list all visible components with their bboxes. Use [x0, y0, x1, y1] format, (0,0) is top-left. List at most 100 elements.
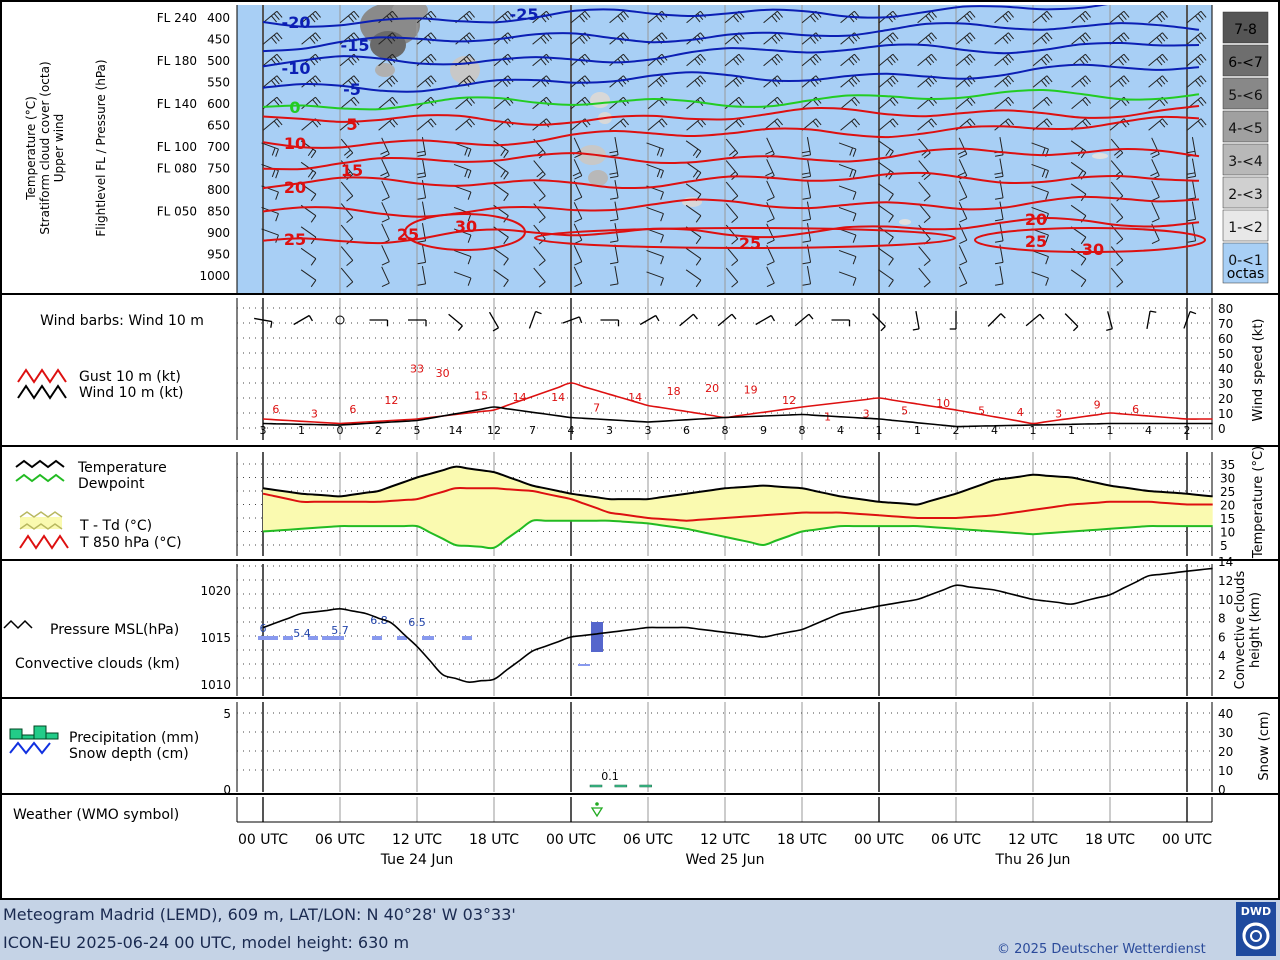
- upper-wind-barb: [1032, 53, 1053, 67]
- upper-wind-barb: [1148, 32, 1168, 45]
- day-label: Thu 26 Jun: [995, 852, 1071, 868]
- weather-panel: Weather (WMO symbol) 00 UTC 06 UTC 12 UTC 1…: [13, 797, 1213, 868]
- surface-wind-barb: [717, 313, 737, 327]
- upper-wind-barb: [493, 247, 509, 266]
- upper-wind-barb: [801, 53, 822, 67]
- surface-wind-barb: [448, 313, 463, 332]
- pressure-tick-label: 400: [207, 11, 230, 25]
- pressure-tick-label: 450: [207, 33, 230, 47]
- upper-wind-barb: [1071, 75, 1091, 88]
- shower-symbol-icon: [595, 802, 599, 806]
- isotherm-loop: [534, 227, 956, 249]
- upper-wind-barb: [300, 183, 317, 202]
- precip-grid: 0 5 0 10 20 30 40: [223, 702, 1233, 797]
- upper-wind-barb: [455, 118, 475, 131]
- time-tick-label: 00 UTC: [546, 832, 596, 848]
- gust-value-label: 3: [311, 408, 318, 421]
- surface-wind-barb: [369, 319, 389, 327]
- upper-wind-barb: [878, 53, 899, 67]
- precip-bar: [614, 784, 628, 788]
- convective-cloud-bar: [308, 636, 318, 640]
- upper-wind-barb: [340, 267, 354, 288]
- precipitation-panel: Precipitation (mm) Snow depth (cm) Snow …: [9, 702, 1272, 797]
- gust-value-label: 18: [667, 385, 681, 398]
- weather-label: Weather (WMO symbol): [13, 807, 179, 823]
- pressure-grid: 1010 1015 1020 2 4 6 8 10 12 14: [200, 555, 1233, 696]
- time-tick-label: 00 UTC: [1162, 832, 1212, 848]
- upper-wind-barb: [533, 160, 546, 180]
- isotherm-label: -25: [510, 5, 539, 24]
- upper-wind-barb: [957, 137, 968, 159]
- upper-wind-barb: [416, 158, 427, 179]
- pressure-tick-label: 900: [207, 226, 230, 240]
- dwd-logo: DWD: [1236, 902, 1276, 956]
- isotherm-label: 25: [397, 225, 419, 244]
- wind-tick-label: 60: [1218, 332, 1233, 346]
- temperature-tick-label: 5: [1220, 539, 1228, 553]
- upper-wind-barb: [378, 96, 398, 110]
- upper-wind-barb: [958, 180, 968, 202]
- gust-value-label: 10: [936, 397, 950, 410]
- upper-wind-barb: [417, 266, 427, 286]
- convective-cloud-bar: [283, 636, 293, 640]
- pressure-legend-icon: [3, 619, 33, 630]
- upper-wind-barb: [301, 32, 321, 45]
- flight-level-label: FL 050: [157, 205, 197, 219]
- copyright: © 2025 Deutscher Wetterdienst: [997, 942, 1206, 957]
- surface-wind-barb: [755, 314, 776, 326]
- isotherm-line: [262, 63, 1200, 93]
- gust-value-label: 14: [628, 391, 642, 404]
- wind-value-label: 9: [760, 424, 767, 437]
- time-tick-label: 18 UTC: [469, 832, 519, 848]
- isotherm-loop: [404, 213, 526, 251]
- gust-value-label: 9: [1094, 399, 1101, 412]
- upper-wind-barb: [340, 181, 354, 202]
- isotherm-line: [262, 115, 1200, 149]
- upper-wind-barb: [685, 161, 702, 180]
- cloud-legend-swatch: [1222, 209, 1269, 242]
- upper-title-temperature: Temperature (°C): [24, 96, 38, 201]
- snow-tick-label: 20: [1218, 745, 1233, 759]
- time-tick-label: 00 UTC: [238, 832, 288, 848]
- convective-cloud-bar: [258, 636, 278, 640]
- temperature-tick-label: 20: [1220, 499, 1235, 513]
- upper-wind-barb: [918, 181, 931, 202]
- wind-value-label: 1: [1030, 424, 1037, 437]
- flight-level-label: FL 100: [157, 140, 197, 154]
- calm-wind-icon: [335, 315, 345, 325]
- upper-wind-barb: [647, 118, 668, 131]
- time-axis: 00 UTC 06 UTC 12 UTC 18 UTC 00 UTC 06 UTC 12 U…: [238, 832, 1212, 868]
- cloud-legend-swatch: [1222, 11, 1269, 44]
- upper-wind-barb: [300, 140, 317, 159]
- upper-wind-barb: [381, 245, 390, 266]
- time-tick-label: 18 UTC: [777, 832, 827, 848]
- isotherm-loop: [974, 227, 1206, 253]
- gust-value-label: 14: [551, 391, 565, 404]
- time-tick-label: 06 UTC: [931, 832, 981, 848]
- convective-cloud-bar: [591, 622, 603, 652]
- upper-wind-barb: [378, 118, 398, 131]
- upper-wind-barb: [958, 266, 968, 288]
- upper-wind-barb: [958, 223, 968, 245]
- gust-value-label: 30: [436, 367, 450, 380]
- svg-text:DWD: DWD: [1241, 905, 1271, 918]
- surface-wind-barb: [872, 313, 886, 332]
- upper-air-panel: -20 -25 -15 -10 -5 0 5 10 15 20 25 25 30 25 20 25 30 Tem…: [24, 5, 1269, 293]
- isotherm-line: [262, 5, 1108, 28]
- pressure-axis: 400 450 500 550 600 650 700 750 800 850 900 950 1000…: [157, 11, 230, 283]
- gust-value-label: 4: [1017, 406, 1024, 419]
- upper-wind-barb: [994, 75, 1014, 88]
- wind-value-label: 1: [1107, 424, 1114, 437]
- upper-wind-barb: [994, 158, 1004, 179]
- upper-wind-barb: [381, 202, 390, 223]
- upper-wind-barb: [955, 32, 976, 45]
- upper-wind-barb: [801, 137, 812, 157]
- wind-value-label: 0: [337, 424, 344, 437]
- convective-legend-label: Convective clouds (km): [15, 656, 180, 672]
- upper-wind-barb: [840, 118, 860, 131]
- upper-wind-barb: [955, 10, 976, 24]
- wind-value-label: 8: [722, 424, 729, 437]
- upper-wind-barb: [609, 244, 619, 265]
